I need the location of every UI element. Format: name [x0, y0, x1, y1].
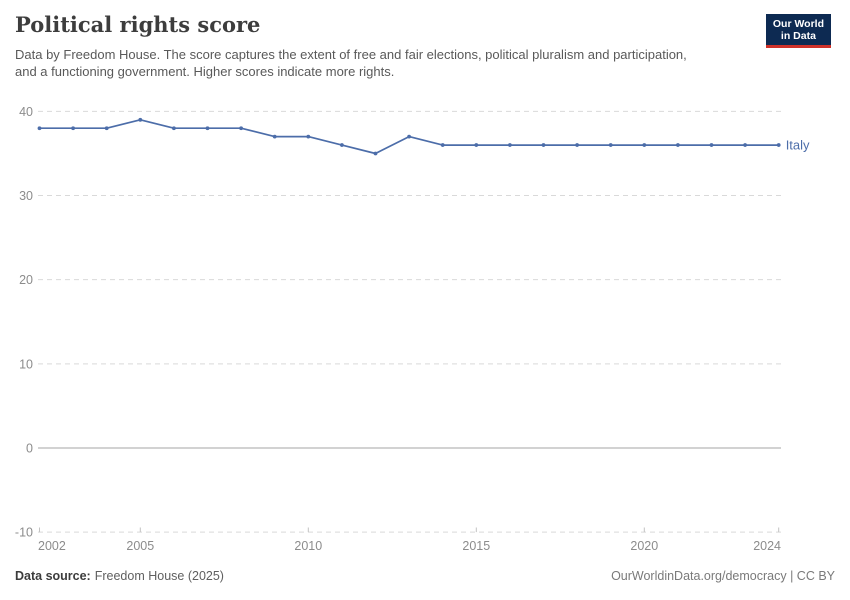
chart-subtitle: Data by Freedom House. The score capture…: [15, 47, 687, 79]
data-point-2009: [272, 134, 277, 139]
data-point-2016: [508, 143, 512, 147]
series-label-italy[interactable]: Italy: [786, 138, 810, 153]
data-point-2008: [239, 126, 244, 131]
data-point-2002: [37, 126, 42, 131]
y-axis-label-10: 10: [19, 357, 33, 371]
data-point-2013: [407, 134, 411, 139]
data-point-2021: [676, 143, 680, 147]
data-point-2020: [642, 143, 647, 147]
y-axis-label-30: 30: [19, 189, 33, 203]
owid-logo[interactable]: Our World in Data: [765, 14, 831, 48]
data-point-2023: [743, 143, 747, 147]
y-axis-label-40: 40: [19, 105, 33, 119]
x-axis-label-2010: 2010: [294, 539, 322, 553]
owid-logo-line1: Our World: [772, 18, 824, 30]
data-point-2019: [608, 143, 613, 147]
data-point-2006: [172, 126, 176, 131]
data-point-2004: [104, 126, 109, 131]
y-axis-label--10: -10: [15, 526, 33, 540]
owid-url-license[interactable]: OurWorldinData.org/democracy | CC BY: [611, 569, 835, 583]
data-point-2010: [306, 134, 311, 139]
data-point-2011: [340, 143, 344, 147]
page-title: Political rights score: [15, 12, 261, 37]
y-axis-label-20: 20: [19, 273, 33, 287]
owid-logo-line2: in Data: [780, 30, 816, 42]
data-source: Data source: Freedom House (2025): [15, 569, 224, 583]
data-point-2007: [205, 126, 210, 131]
y-axis-label-0: 0: [26, 441, 33, 455]
data-point-2017: [541, 143, 546, 147]
data-point-2012: [373, 151, 378, 156]
data-point-2014: [440, 143, 445, 147]
data-point-2015: [474, 143, 479, 147]
x-axis-label-2024: 2024: [753, 539, 781, 553]
data-point-2022: [709, 143, 714, 147]
x-axis-label-2002: 2002: [38, 539, 66, 553]
data-point-2024: [776, 143, 781, 147]
data-point-2003: [71, 126, 75, 131]
data-source-value: Freedom House (2025): [94, 569, 224, 583]
data-point-2005: [138, 117, 143, 122]
chart-footer: Data source: Freedom House (2025) OurWorl…: [15, 569, 835, 583]
x-axis-label-2005: 2005: [126, 539, 154, 553]
chart-header: Political rights score Data by Freedom H…: [15, 12, 835, 80]
x-axis-label-2015: 2015: [462, 539, 490, 553]
data-point-2018: [575, 143, 579, 147]
data-source-label: Data source:: [15, 569, 91, 583]
x-axis-label-2020: 2020: [630, 539, 658, 553]
